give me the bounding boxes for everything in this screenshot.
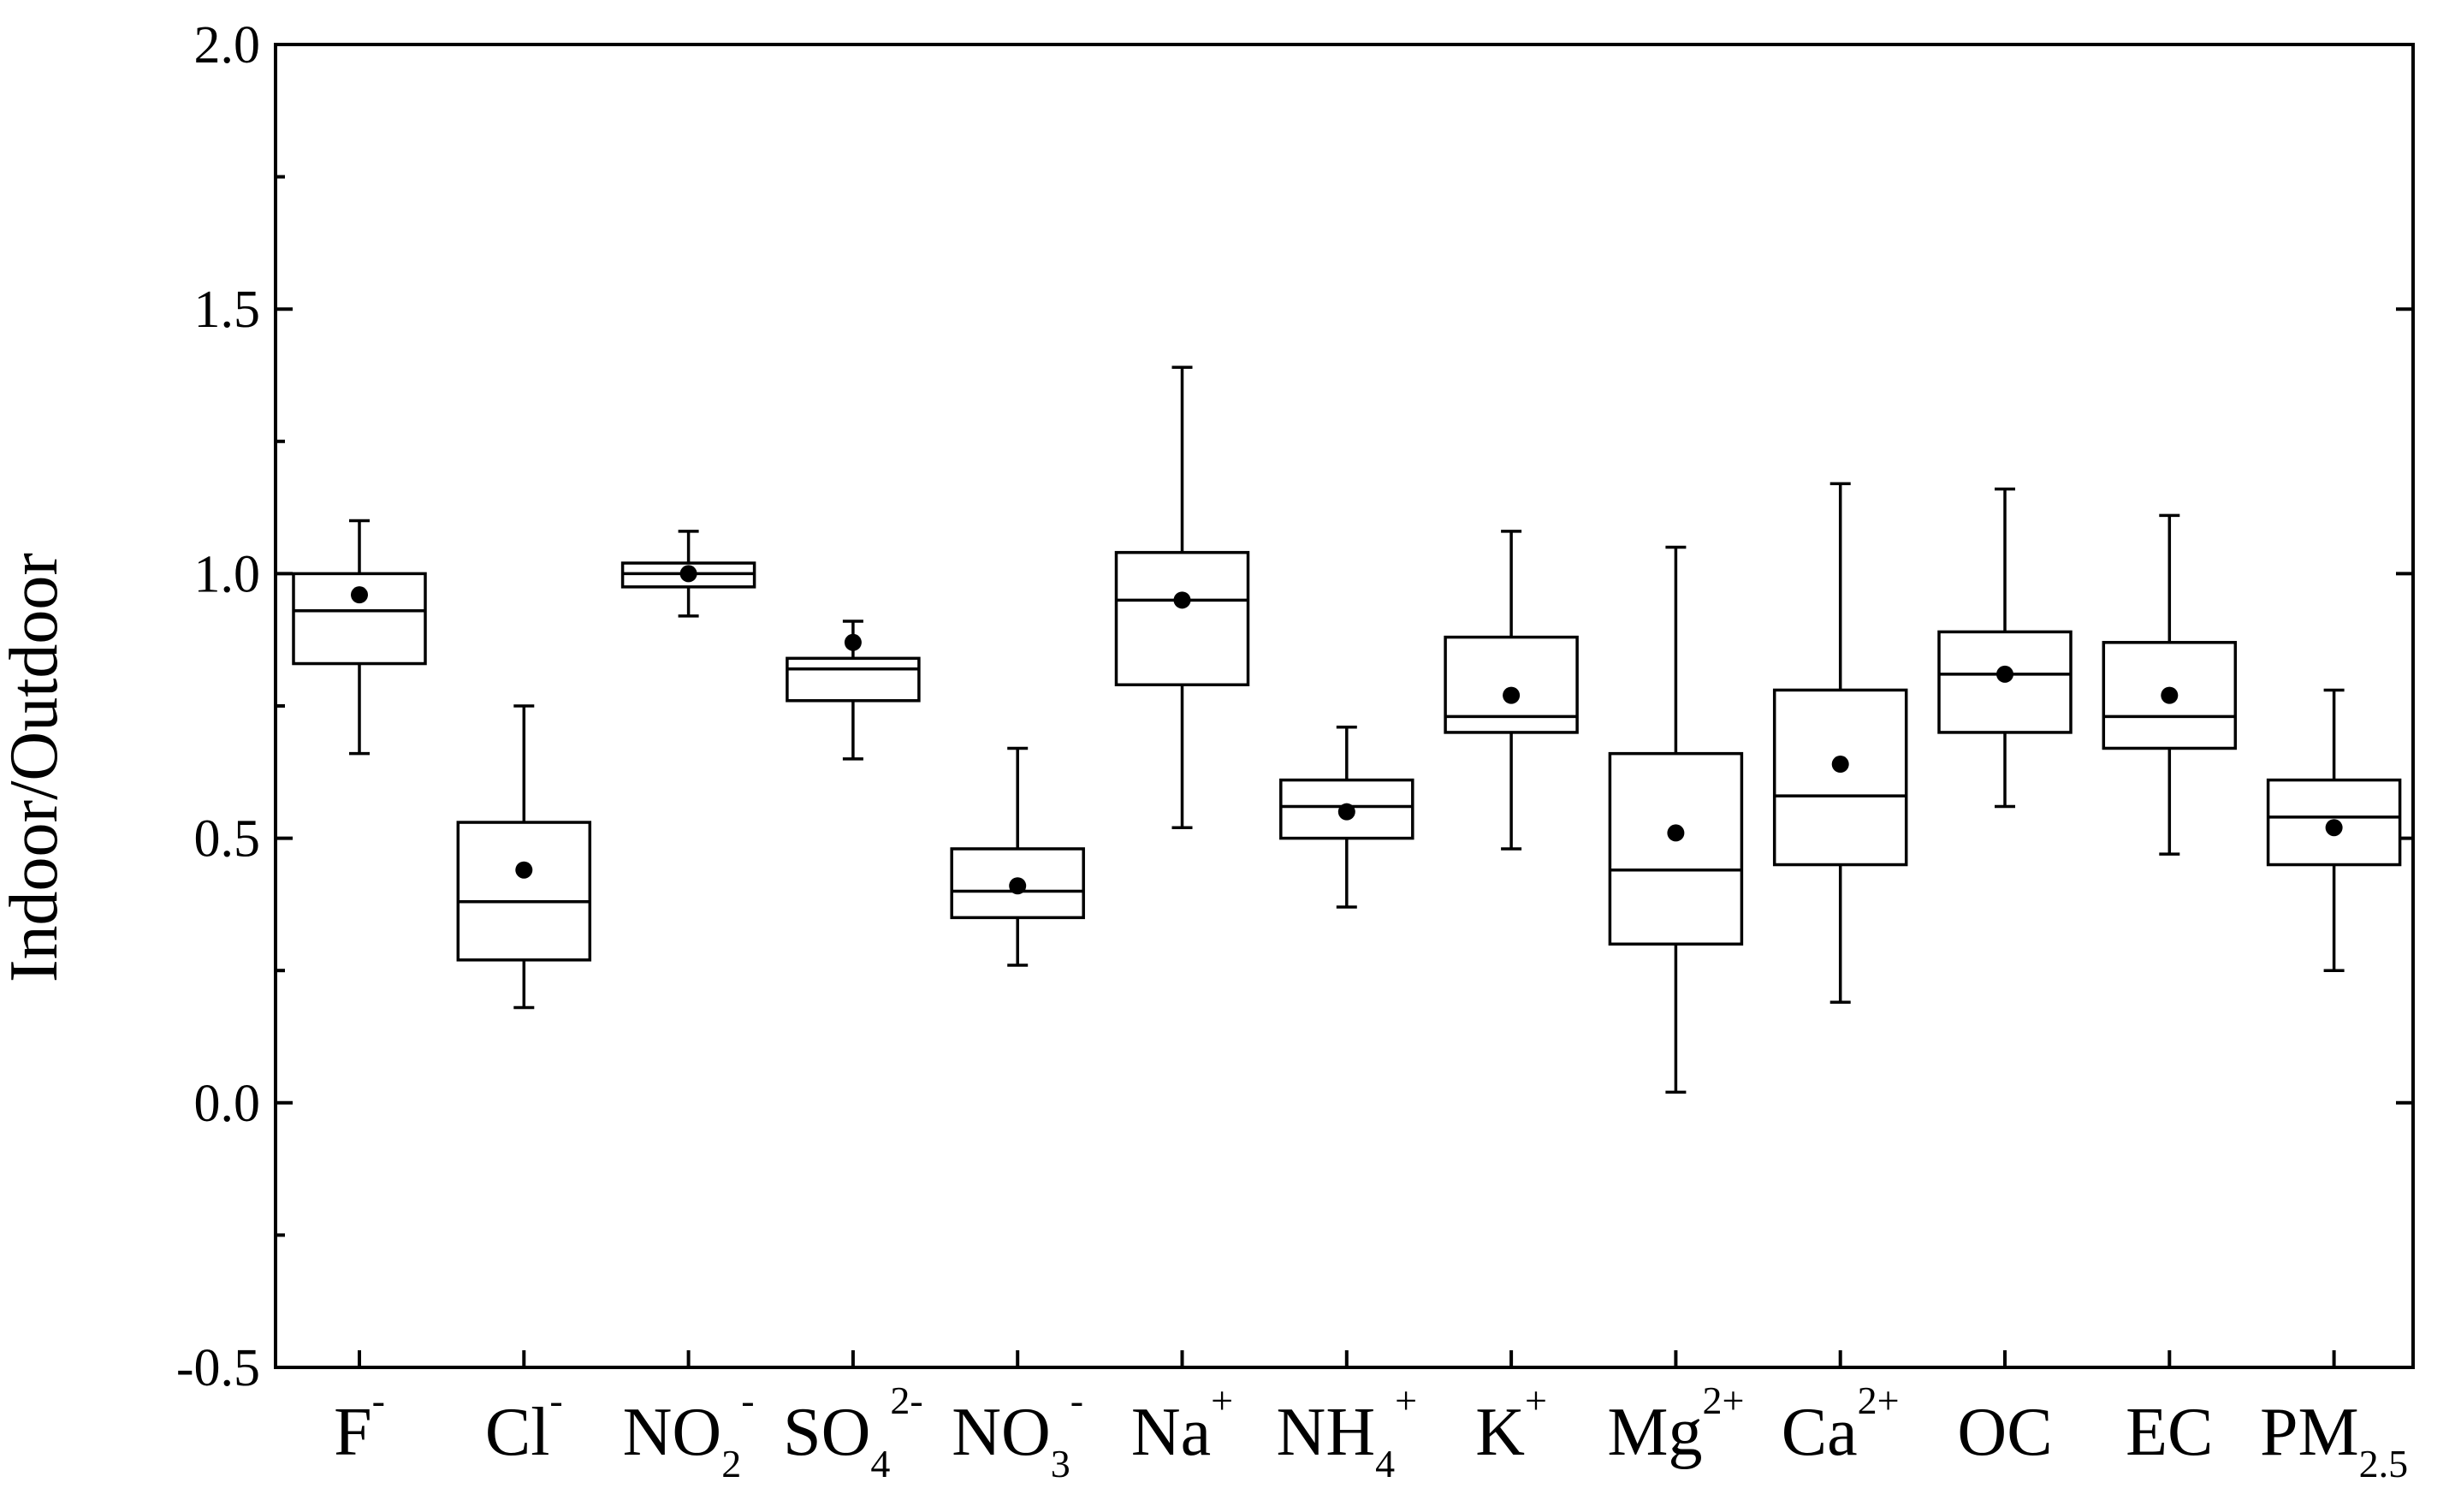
mean-marker [844,633,862,651]
mean-marker [1173,591,1191,609]
box-4 [786,620,921,761]
iqr-box [456,821,592,962]
box-11 [1937,487,2073,809]
y-tick-label: 0.5 [194,810,261,869]
x-tick-label: F- [334,1379,385,1470]
box-5 [950,746,1085,967]
mean-marker [1831,756,1849,774]
y-axis-title: Indoor/Outdoor [0,553,72,982]
x-tick-label: EC [2126,1395,2213,1470]
box-9 [1608,545,1744,1094]
mean-marker [2325,819,2343,837]
y-tick-label: 1.0 [194,545,261,603]
iqr-box [1114,550,1250,687]
box-12 [2102,513,2238,856]
y-tick-label: 0.0 [194,1075,261,1133]
iqr-box [1608,751,1744,946]
mean-marker [351,586,368,604]
box-10 [1772,482,1908,1005]
box-7 [1279,725,1414,909]
x-tick-label: PM2.5 [2260,1395,2408,1485]
iqr-box [1772,688,1908,867]
x-tick-label: Cl- [485,1379,563,1470]
x-tick-label: Ca2+ [1782,1379,1900,1470]
box-3 [620,530,756,618]
mean-marker [1996,665,2013,683]
mean-marker [1337,803,1355,821]
box-8 [1444,530,1579,851]
iqr-box [786,656,921,703]
iqr-box [1444,635,1579,734]
x-tick-label: NO2- [623,1379,755,1485]
x-tick-label: Mg2+ [1607,1379,1744,1470]
x-tick-label: OC [1957,1395,2052,1470]
y-axis-ticks: -0.5 0.0 0.5 1.0 1.5 2.0 [176,16,2413,1397]
x-tick-label: K+ [1475,1379,1547,1470]
box-6 [1114,365,1250,829]
box-13 [2266,688,2402,972]
mean-marker [1667,824,1685,842]
box-1 [292,519,427,756]
x-tick-label: Na+ [1131,1379,1233,1470]
y-tick-label: 2.0 [194,16,261,74]
x-tick-label: SO42- [783,1379,923,1485]
y-axis-title-group: Indoor/Outdoor [0,553,72,982]
mean-marker [515,861,533,879]
mean-marker [679,565,697,583]
y-tick-label: 1.5 [194,281,261,339]
mean-marker [1503,686,1521,704]
x-tick-label: NO3- [952,1379,1083,1485]
plot-frame [274,43,2415,1369]
mean-marker [2161,686,2179,704]
box-2 [456,704,592,1010]
y-tick-label: -0.5 [176,1339,260,1397]
mean-marker [1009,877,1027,895]
x-axis-ticks: F- Cl- NO2- SO42- NO3- Na+ NH4+ K+ Mg2+ Ca2+ OC EC P… [334,1350,2408,1485]
x-tick-label: NH4+ [1277,1379,1418,1485]
